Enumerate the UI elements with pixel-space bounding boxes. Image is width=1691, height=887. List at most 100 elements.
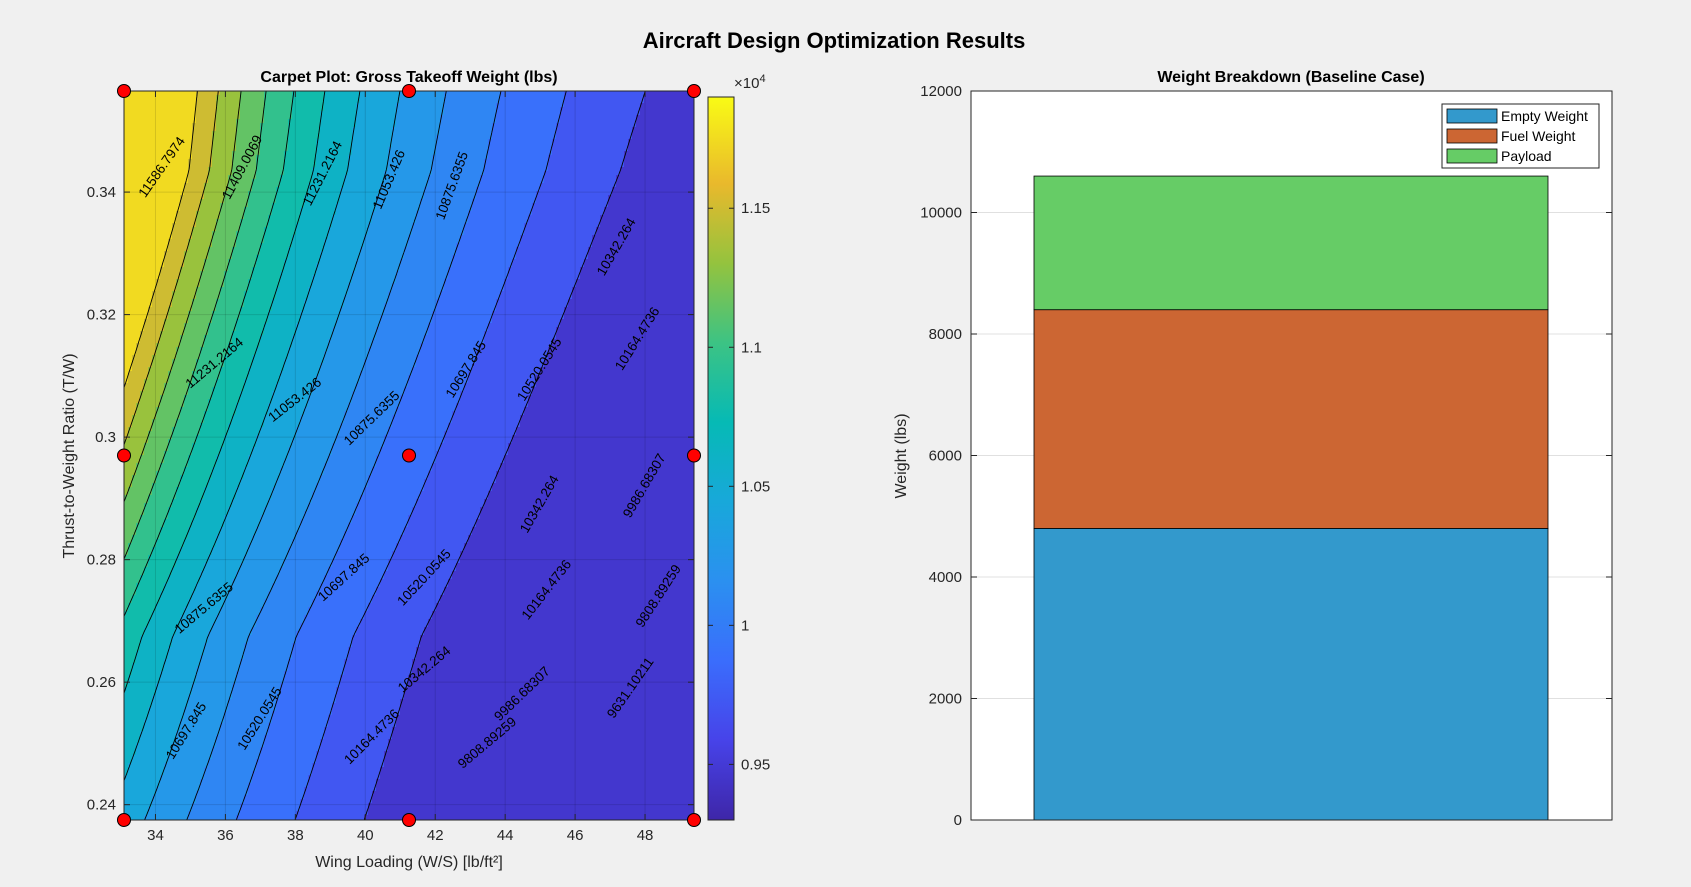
contour-cell [152, 271, 157, 276]
contour-cell [204, 207, 209, 212]
contour-cell [180, 439, 185, 444]
contour-cell [176, 199, 181, 204]
contour-cell [200, 671, 205, 676]
contour-cell [200, 139, 205, 144]
contour-cell [204, 371, 209, 376]
contour-cell [200, 371, 205, 376]
contour-cell [188, 427, 193, 432]
contour-cell [196, 487, 201, 492]
contour-cell [148, 139, 153, 144]
contour-cell [168, 439, 173, 444]
contour-cell [180, 803, 185, 808]
contour-cell [224, 731, 229, 736]
contour-cell [136, 527, 141, 532]
contour-cell [212, 115, 217, 120]
contour-cell [220, 403, 225, 408]
contour-cell [164, 651, 169, 656]
contour-cell [124, 755, 129, 760]
contour-cell [152, 559, 157, 564]
contour-cell [136, 327, 141, 332]
contour-cell [192, 443, 197, 448]
contour-cell [152, 471, 157, 476]
contour-cell [128, 779, 133, 784]
contour-cell [200, 575, 205, 580]
contour-cell [160, 583, 165, 588]
contour-cell [212, 599, 217, 604]
contour-cell [200, 95, 205, 100]
contour-cell [200, 391, 205, 396]
contour-cell [212, 319, 217, 324]
contour-cell [124, 399, 129, 404]
contour-cell [208, 191, 213, 196]
contour-cell [128, 783, 133, 788]
contour-cell [176, 391, 181, 396]
contour-cell [216, 183, 221, 188]
contour-cell [208, 223, 213, 228]
contour-cell [188, 723, 193, 728]
contour-cell [160, 703, 165, 708]
contour-cell [216, 511, 221, 516]
contour-cell [192, 591, 197, 596]
contour-cell [152, 547, 157, 552]
contour-cell [216, 191, 221, 196]
contour-cell [144, 807, 149, 812]
contour-cell [136, 507, 141, 512]
contour-cell [168, 351, 173, 356]
contour-cell [132, 407, 137, 412]
contour-cell [136, 727, 141, 732]
contour-cell [196, 599, 201, 604]
contour-cell [224, 395, 229, 400]
contour-cell [156, 363, 161, 368]
contour-cell [192, 127, 197, 132]
contour-cell [172, 147, 177, 152]
contour-cell [200, 167, 205, 172]
contour-cell [204, 479, 209, 484]
contour-cell [164, 455, 169, 460]
contour-cell [168, 171, 173, 176]
contour-cell [180, 811, 185, 816]
contour-cell [200, 591, 205, 596]
contour-cell [204, 111, 209, 116]
contour-cell [188, 175, 193, 180]
contour-cell [172, 615, 177, 620]
contour-cell [148, 239, 153, 244]
contour-cell [164, 683, 169, 688]
contour-cell [128, 395, 133, 400]
contour-cell [188, 303, 193, 308]
contour-cell [192, 315, 197, 320]
contour-cell [164, 283, 169, 288]
contour-cell [192, 691, 197, 696]
contour-cell [224, 203, 229, 208]
contour-cell [136, 663, 141, 668]
contour-cell [200, 691, 205, 696]
contour-cell [140, 615, 145, 620]
contour-cell [216, 347, 221, 352]
contour-cell [152, 739, 157, 744]
contour-cell [172, 107, 177, 112]
contour-cell [160, 739, 165, 744]
contour-cell [192, 103, 197, 108]
contour-cell [176, 611, 181, 616]
contour-cell [184, 811, 189, 816]
contour-cell [188, 647, 193, 652]
contour-cell [128, 647, 133, 652]
contour-cell [180, 259, 185, 264]
contour-cell [152, 691, 157, 696]
contour-cell [136, 407, 141, 412]
contour-cell [148, 647, 153, 652]
contour-cell [176, 659, 181, 664]
contour-cell [156, 759, 161, 764]
contour-cell [216, 411, 221, 416]
contour-cell [124, 423, 129, 428]
contour-cell [124, 499, 129, 504]
contour-cell [132, 103, 137, 108]
contour-cell [164, 747, 169, 752]
contour-cell [168, 503, 173, 508]
contour-cell [152, 143, 157, 148]
contour-cell [228, 215, 233, 220]
contour-cell [128, 659, 133, 664]
contour-cell [160, 351, 165, 356]
contour-cell [124, 567, 129, 572]
contour-cell [184, 539, 189, 544]
contour-cell [196, 627, 201, 632]
